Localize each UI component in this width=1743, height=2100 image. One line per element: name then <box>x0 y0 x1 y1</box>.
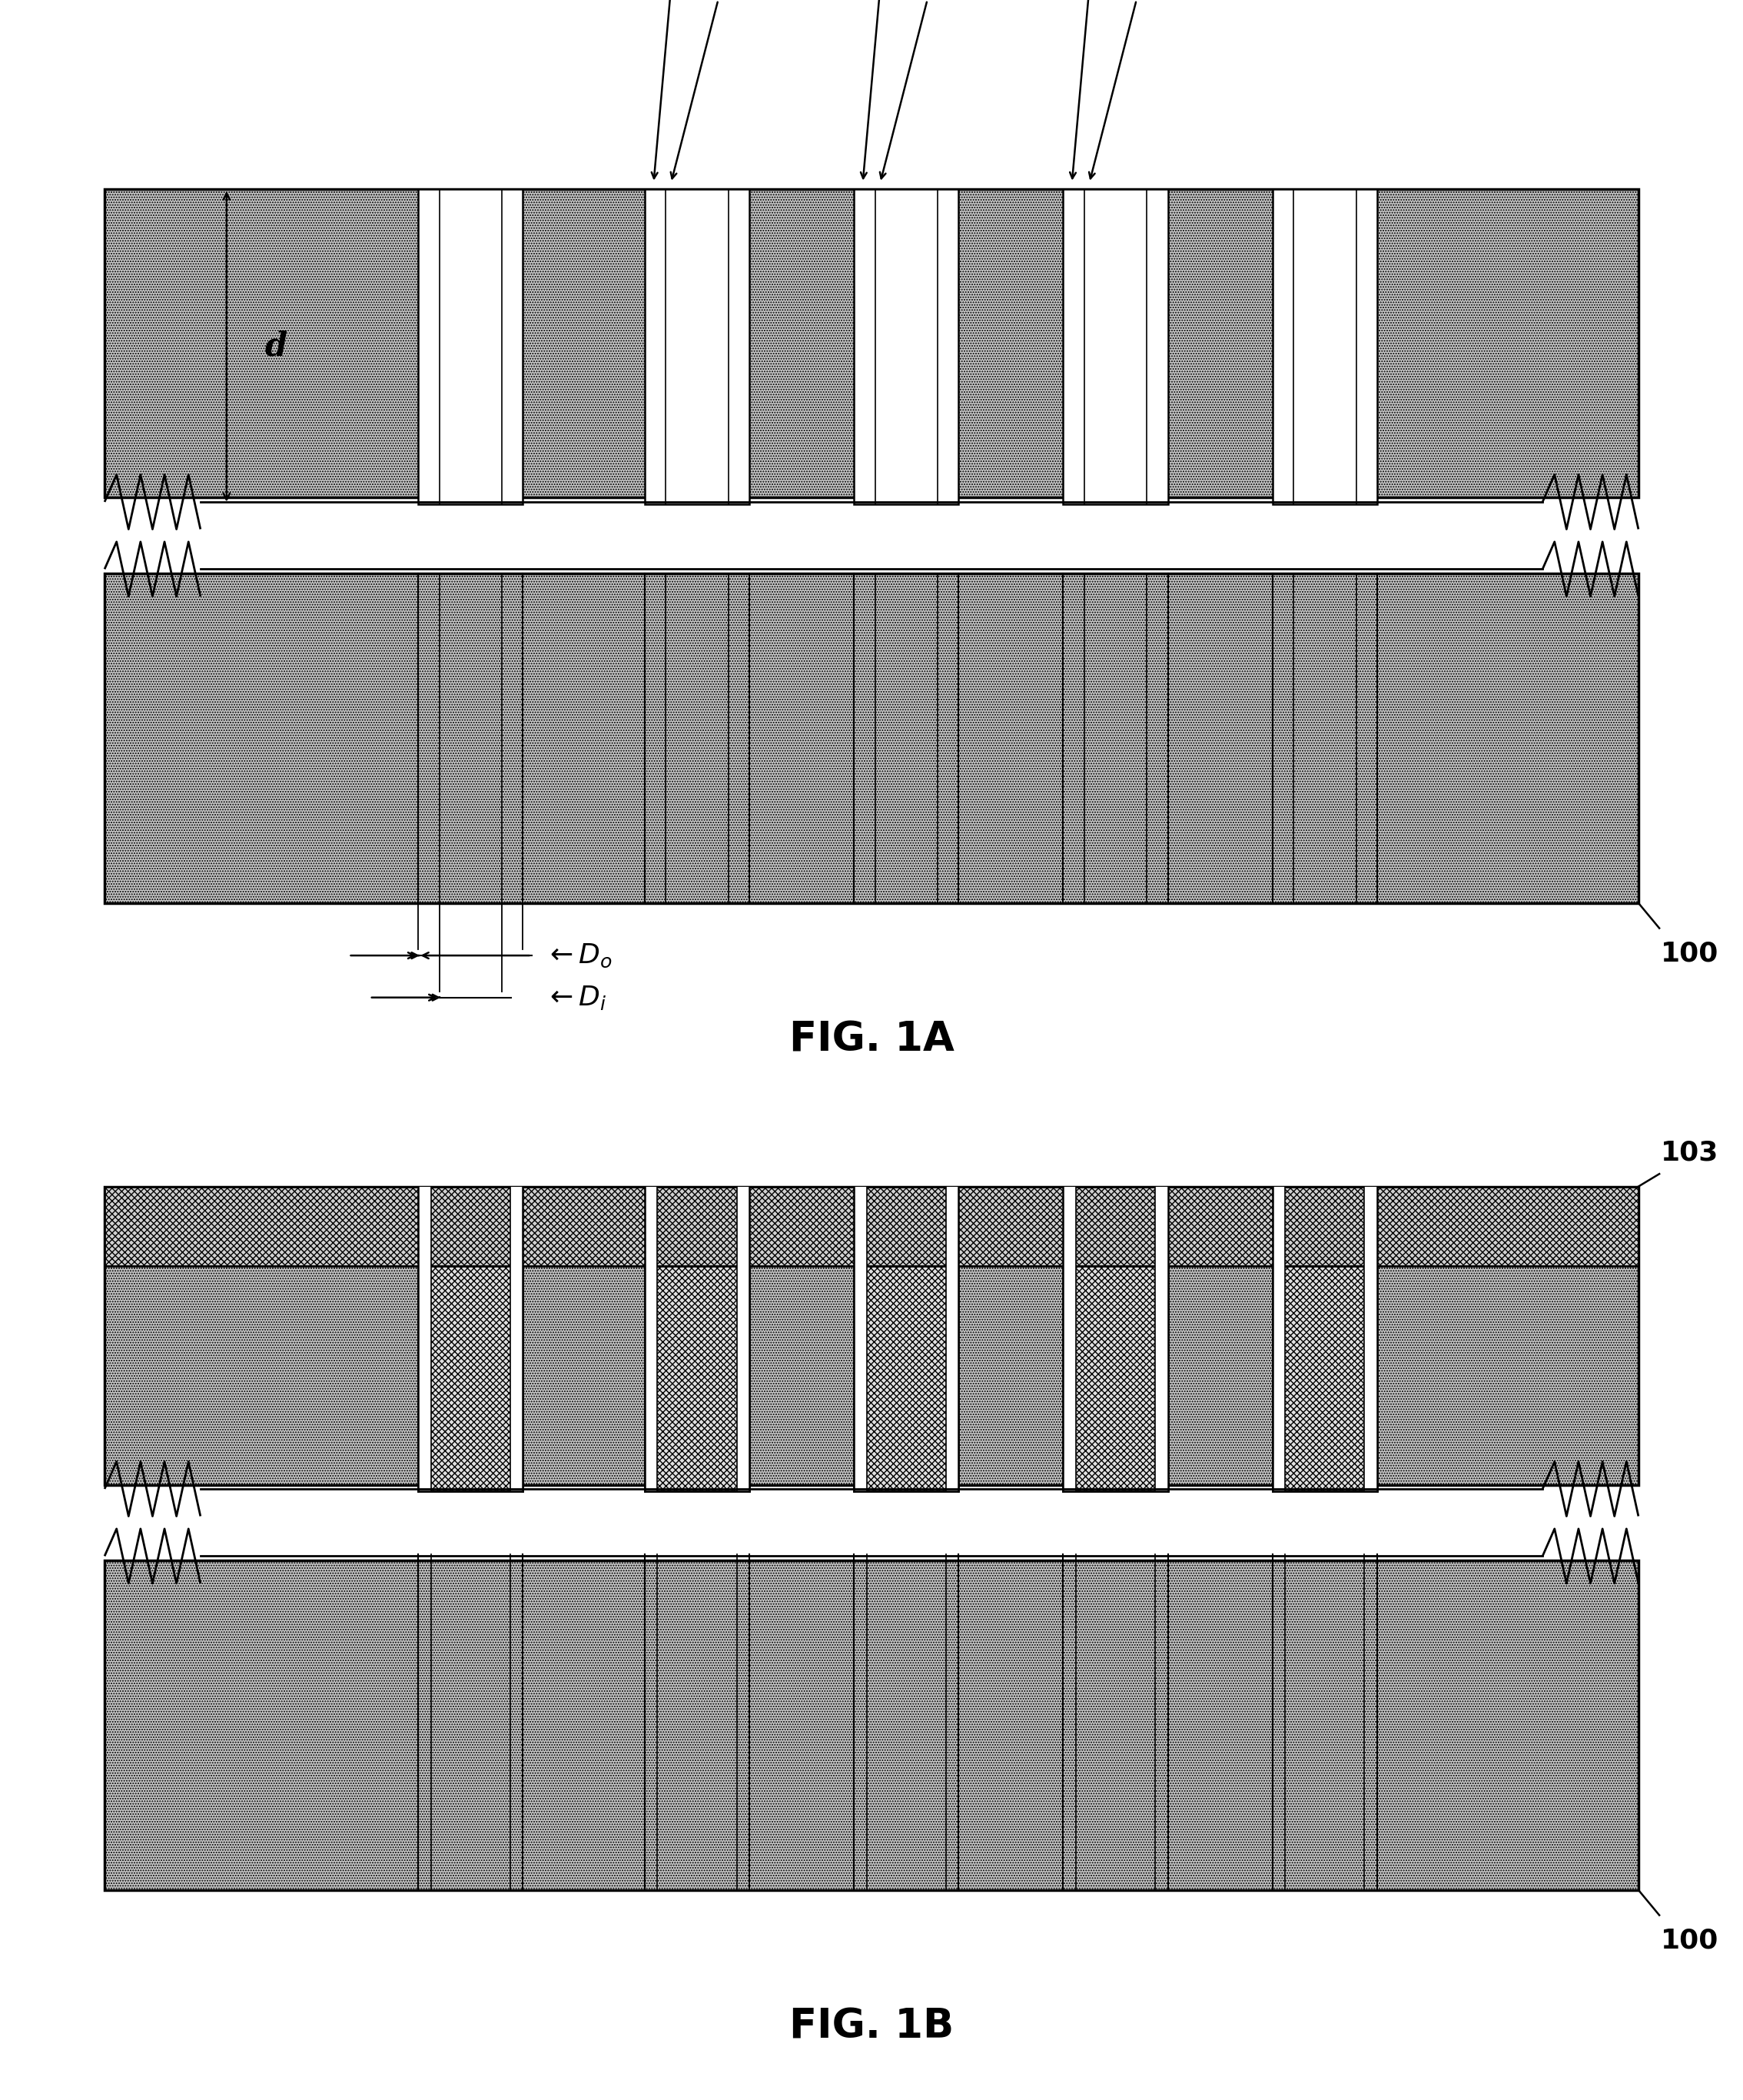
Bar <box>645 1186 749 1491</box>
Bar <box>105 189 1638 498</box>
Text: d: d <box>265 330 288 363</box>
Bar <box>854 189 959 504</box>
Bar <box>1365 1186 1377 1491</box>
Bar <box>854 1186 866 1491</box>
Text: $\leftarrow D_i$: $\leftarrow D_i$ <box>544 983 607 1012</box>
Text: 103: 103 <box>1661 1140 1719 1166</box>
Bar <box>1272 1186 1285 1491</box>
Bar <box>946 1186 959 1491</box>
Bar <box>418 189 523 504</box>
Bar <box>1156 1186 1168 1491</box>
Bar <box>1063 189 1168 504</box>
Text: FIG. 1B: FIG. 1B <box>790 2006 953 2048</box>
Text: 100: 100 <box>1661 941 1719 966</box>
Bar <box>418 1186 431 1491</box>
Bar <box>645 1186 657 1491</box>
Bar <box>854 1186 959 1491</box>
Text: 100: 100 <box>1661 1928 1719 1953</box>
Bar <box>105 1186 1638 1485</box>
Text: $\leftarrow D_o$: $\leftarrow D_o$ <box>544 943 612 968</box>
Bar <box>737 1186 749 1491</box>
Bar <box>105 1186 1638 1266</box>
Bar <box>1063 1186 1075 1491</box>
Bar <box>418 1186 523 1491</box>
Bar <box>1272 1186 1377 1491</box>
Bar <box>645 189 749 504</box>
Bar <box>1063 1186 1168 1491</box>
Text: FIG. 1A: FIG. 1A <box>790 1018 953 1061</box>
Bar <box>1272 189 1377 504</box>
Bar <box>105 1560 1638 1890</box>
Bar <box>511 1186 523 1491</box>
Bar <box>105 573 1638 903</box>
